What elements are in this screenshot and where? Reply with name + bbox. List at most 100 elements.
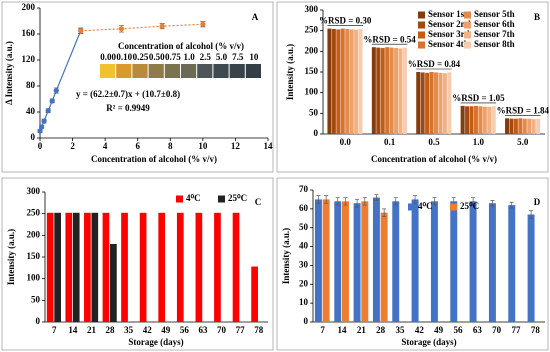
bar [91,212,99,322]
y-tick-label: 100 [27,273,41,283]
bar [139,212,147,322]
bar [536,118,541,134]
x-tick-label: 56 [180,325,190,335]
bar [214,212,221,322]
x-tick-label: 63 [473,325,483,335]
error-bar [471,197,476,206]
swatch-label: 10 [249,52,259,62]
x-tick-label: 14 [264,141,274,151]
swatch-label: 0.75 [165,52,181,62]
bar [509,118,514,134]
legend-label: Sensor 5th [474,9,515,19]
legend-swatch [464,11,471,19]
bar [336,29,341,134]
equation: y = (62.2±0.7)x + (10.7±0.8) [76,89,180,99]
y-tick-label: 150 [305,66,319,76]
legend-swatch [408,203,415,211]
legend-label: Sensor 4th [428,39,469,49]
bar [385,47,390,135]
bar [491,106,496,134]
panel-frame [276,177,549,351]
panel-frame [1,177,274,351]
swatch-label: 0.25 [133,52,149,62]
legend-swatch [176,195,183,203]
y-tick-label: 50 [309,107,319,117]
error-bar [335,197,340,206]
y-tick-label: 40 [26,106,36,116]
y-tick-label: 120 [22,54,36,64]
legend-swatch [418,31,425,39]
error-bar [432,197,437,206]
x-axis-label: Storage (days) [128,337,183,347]
color-swatch [213,64,229,78]
x-tick-label: 35 [124,325,134,335]
bar [372,197,380,322]
panel-letter: D [534,197,541,207]
x-tick-label: 77 [236,325,246,335]
x-tick-label: 14 [68,325,78,335]
bar [65,212,73,322]
bar [361,201,369,322]
error-bar [529,210,534,219]
y-tick-label: 300 [305,4,319,14]
bar [430,201,438,322]
error-bar [362,197,367,206]
x-axis-label: Concentration of alcohol (% v/v) [91,154,217,164]
x-tick-label: 35 [396,325,406,335]
bar [72,212,80,322]
y-axis-label: Intensity (a.u.) [281,228,291,284]
x-tick-label: 70 [217,325,227,335]
x-tick-label: 0.0 [340,137,352,147]
legend-label: 25⁰C [228,193,247,203]
color-swatch [164,64,180,78]
x-tick-label: 70 [492,325,502,335]
color-swatch [181,64,197,78]
x-tick-label: 78 [531,325,541,335]
x-tick-label: 14 [338,325,348,335]
bar [54,212,61,322]
bar [392,201,400,322]
panel-letter: C [255,197,262,207]
y-tick-label: 100 [305,87,319,97]
y-tick-label: 200 [27,229,41,239]
y-tick-label: 0 [314,128,319,138]
error-bar [343,197,348,206]
x-tick-label: 78 [254,325,264,335]
x-tick-label: 0.1 [384,137,396,147]
data-point [118,26,125,32]
y-tick-label: 60 [299,203,309,213]
x-tick-label: 63 [198,325,208,335]
bar [46,212,54,322]
swatch-label: 7.5 [232,52,244,62]
inset-title: Concentration of alcohol (% v/v) [118,41,244,51]
color-swatch [197,64,213,78]
y-tick-label: 250 [27,208,41,218]
y-tick-label: 0 [36,316,41,326]
x-tick-label: 5.0 [517,137,529,147]
bar [522,118,527,134]
bar [345,29,350,134]
bar [482,106,487,134]
legend-label: Sensor 2nd [428,19,471,29]
bar [473,105,478,134]
y-tick-label: 50 [299,222,309,232]
y-tick-label: 300 [27,186,41,196]
rsd-label: %RSD = 1.84 [497,105,550,115]
rsd-label: %RSD = 0.30 [319,16,372,26]
bar [527,118,532,134]
y-tick-label: 200 [22,2,36,12]
bar [411,199,419,322]
bar [158,212,166,322]
panel-letter: A [252,12,259,22]
data-point [78,28,84,34]
error-bar [509,201,514,209]
error-bar [324,195,329,204]
bar [442,73,447,134]
swatch-label: 0.10 [116,52,132,62]
swatch-label: 1.0 [183,52,195,62]
bar [465,106,470,134]
rsd-label: %RSD = 1.05 [452,93,505,103]
bar [389,47,394,134]
error-bar [413,195,418,204]
